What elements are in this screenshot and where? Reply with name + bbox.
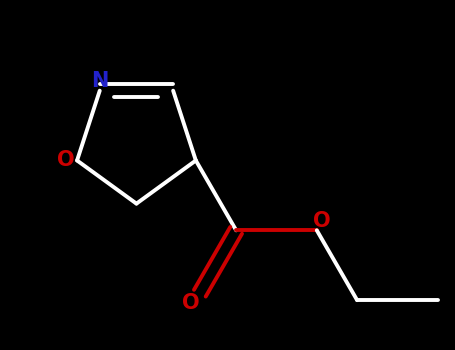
Text: N: N [91,71,108,91]
Text: O: O [57,150,75,170]
Text: O: O [313,211,331,231]
Text: O: O [182,293,199,313]
